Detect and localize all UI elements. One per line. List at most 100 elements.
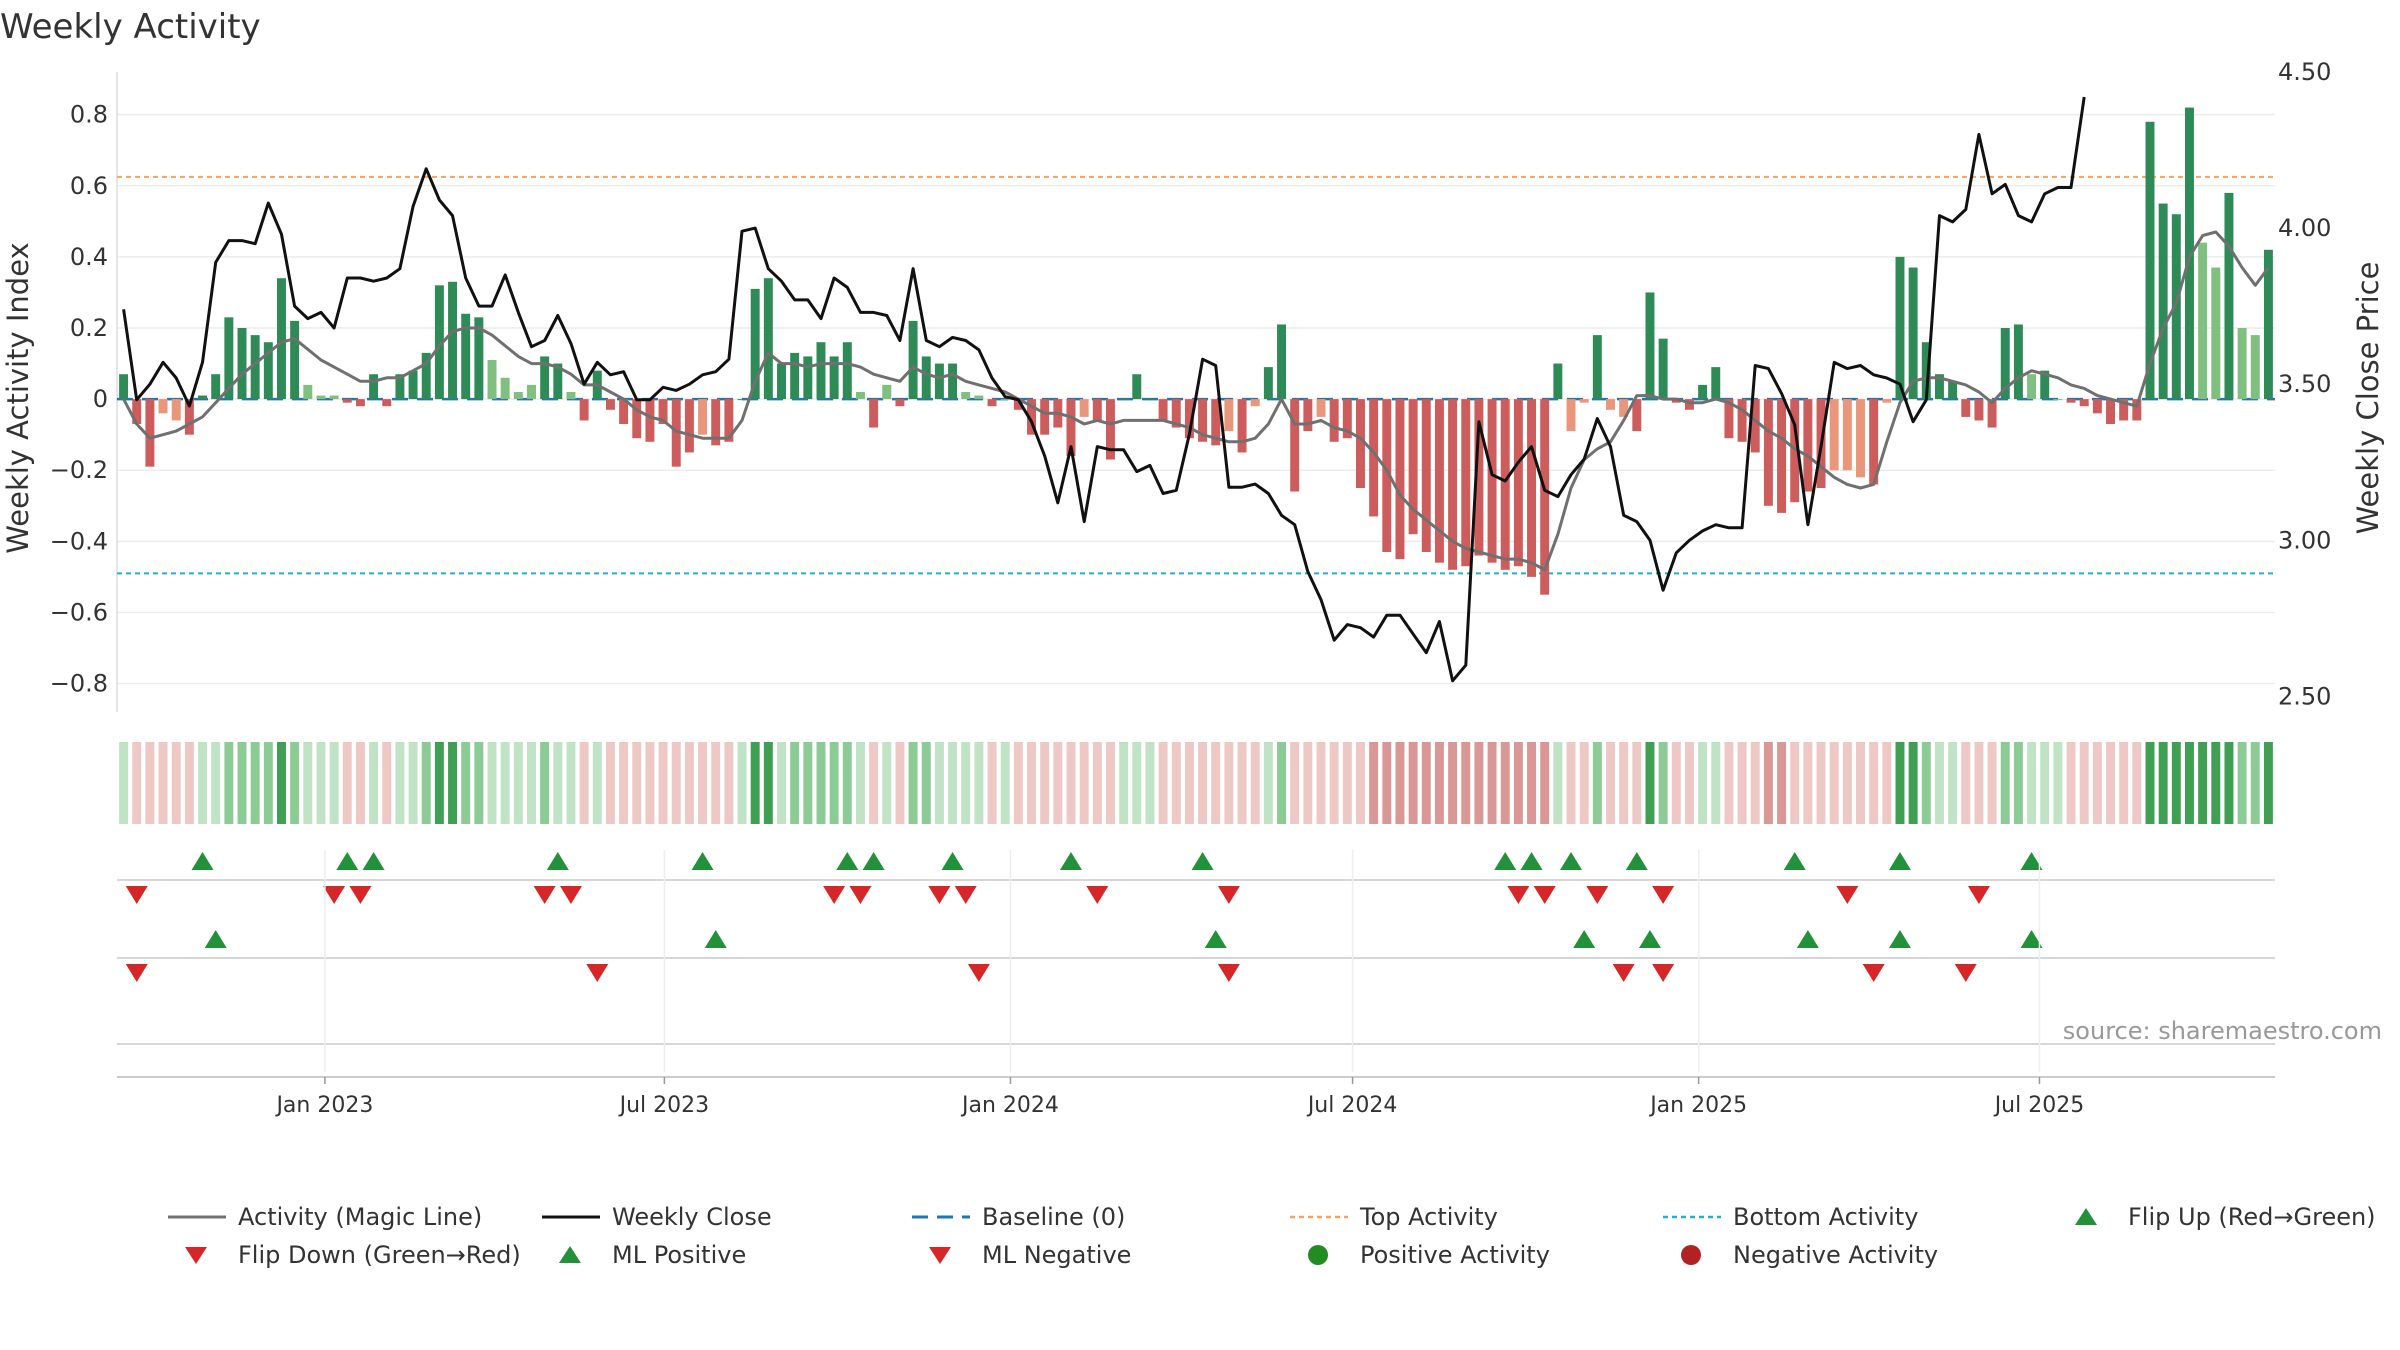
y-tick-label: −0.2 — [50, 456, 108, 484]
strip-cell — [1684, 742, 1694, 824]
strip-cell — [1158, 742, 1168, 824]
legend: Activity (Magic Line) Weekly Close Baselin… — [168, 1203, 2376, 1269]
activity-bar — [2027, 374, 2037, 400]
activity-bar — [119, 374, 129, 400]
flip-down-marker — [349, 886, 372, 904]
activity-bar — [224, 317, 234, 400]
y2-tick-label: 4.50 — [2278, 58, 2331, 86]
legend-label: ML Negative — [982, 1241, 1131, 1269]
activity-bar — [1619, 399, 1629, 417]
legend-label: Flip Down (Green→Red) — [238, 1241, 521, 1269]
strip-cell — [763, 742, 773, 824]
strip-cell — [263, 742, 273, 824]
y-tick-label: 0.8 — [70, 101, 108, 129]
activity-bar — [1040, 399, 1050, 435]
flip-up-marker — [191, 852, 214, 870]
strip-cell — [1000, 742, 1010, 824]
strip-cell — [842, 742, 852, 824]
activity-bar — [1145, 399, 1155, 401]
activity-bar — [1527, 399, 1537, 577]
x-tick-label: Jan 2025 — [1648, 1093, 1747, 1118]
activity-bar — [1856, 399, 1865, 478]
strip-cell — [605, 742, 615, 824]
activity-bar — [1211, 399, 1221, 446]
strip-cell — [1763, 742, 1773, 824]
activity-bar — [1277, 324, 1287, 400]
strip-cell — [1974, 742, 1984, 824]
strip-cell — [1342, 742, 1352, 824]
source-note: source: sharemaestro.com — [2063, 1017, 2382, 1045]
strip-cell — [1184, 742, 1194, 824]
activity-bar — [198, 395, 208, 400]
activity-bar — [290, 320, 300, 400]
x-tick-label: Jan 2024 — [960, 1093, 1059, 1118]
strip-cell — [2184, 742, 2194, 824]
strip-cell — [1421, 742, 1431, 824]
legend-item-posdot: Positive Activity — [1308, 1241, 1550, 1269]
strip-cell — [566, 742, 576, 824]
activity-bar — [513, 392, 523, 400]
activity-bar — [1092, 399, 1102, 421]
activity-bar — [277, 278, 286, 400]
activity-bar — [2184, 107, 2194, 400]
activity-bar — [1684, 399, 1694, 410]
strip-cell — [1263, 742, 1273, 824]
activity-bar — [1934, 374, 1944, 400]
activity-bar — [2263, 249, 2273, 400]
legend-label: Weekly Close — [612, 1203, 772, 1231]
strip-cell — [1816, 742, 1826, 824]
activity-bar — [1553, 363, 1563, 400]
strip-cell — [1040, 742, 1050, 824]
ml-negative-marker — [1862, 964, 1885, 982]
activity-bar — [1632, 399, 1642, 432]
strip-cell — [2066, 742, 2076, 824]
activity-bar — [355, 399, 365, 407]
activity-bar — [1434, 399, 1444, 563]
legend-label: Baseline (0) — [982, 1203, 1125, 1231]
strip-cell — [1803, 742, 1813, 824]
activity-bar — [434, 285, 444, 400]
strip-cell — [2171, 742, 2181, 824]
legend-item-top: Top Activity — [1290, 1203, 1498, 1231]
strip-cell — [448, 742, 458, 824]
strip-cell — [1461, 742, 1471, 824]
flip-down-marker — [1217, 886, 1240, 904]
activity-bar — [908, 320, 918, 400]
activity-bar — [921, 356, 931, 400]
strip-cell — [1842, 742, 1852, 824]
activity-bar — [645, 399, 655, 442]
flip-up-marker — [1560, 852, 1583, 870]
ml-positive-marker — [1204, 930, 1227, 948]
strip-cell — [434, 742, 444, 824]
activity-bar — [145, 399, 155, 467]
strip-cell — [895, 742, 905, 824]
flip-up-marker — [836, 852, 859, 870]
activity-bar — [684, 399, 694, 453]
activity-bar — [1645, 292, 1655, 400]
activity-bar — [1869, 399, 1879, 485]
legend-swatch — [929, 1247, 951, 1264]
activity-bar — [1987, 399, 1997, 428]
legend-item-negdot: Negative Activity — [1681, 1241, 1938, 1269]
x-tick-label: Jan 2023 — [274, 1093, 373, 1118]
activity-bar — [184, 399, 194, 435]
strip-cell — [2027, 742, 2037, 824]
strip-cell — [382, 742, 392, 824]
legend-label: Top Activity — [1359, 1203, 1498, 1231]
legend-label: Bottom Activity — [1733, 1203, 1918, 1231]
strip-cell — [1711, 742, 1721, 824]
strip-cell — [592, 742, 602, 824]
activity-bar — [671, 399, 681, 467]
strip-cell — [579, 742, 589, 824]
strip-cell — [777, 742, 786, 824]
ml-positive-marker — [204, 930, 227, 948]
strip-cell — [2106, 742, 2115, 824]
y-tick-label: −0.4 — [50, 527, 108, 555]
strip-cell — [1908, 742, 1918, 824]
activity-bar — [2198, 242, 2208, 400]
strip-cell — [1934, 742, 1944, 824]
strip-cell — [1592, 742, 1602, 824]
strip-cell — [1290, 742, 1300, 824]
signal-markers — [125, 852, 2043, 982]
activity-bar — [2066, 399, 2076, 403]
